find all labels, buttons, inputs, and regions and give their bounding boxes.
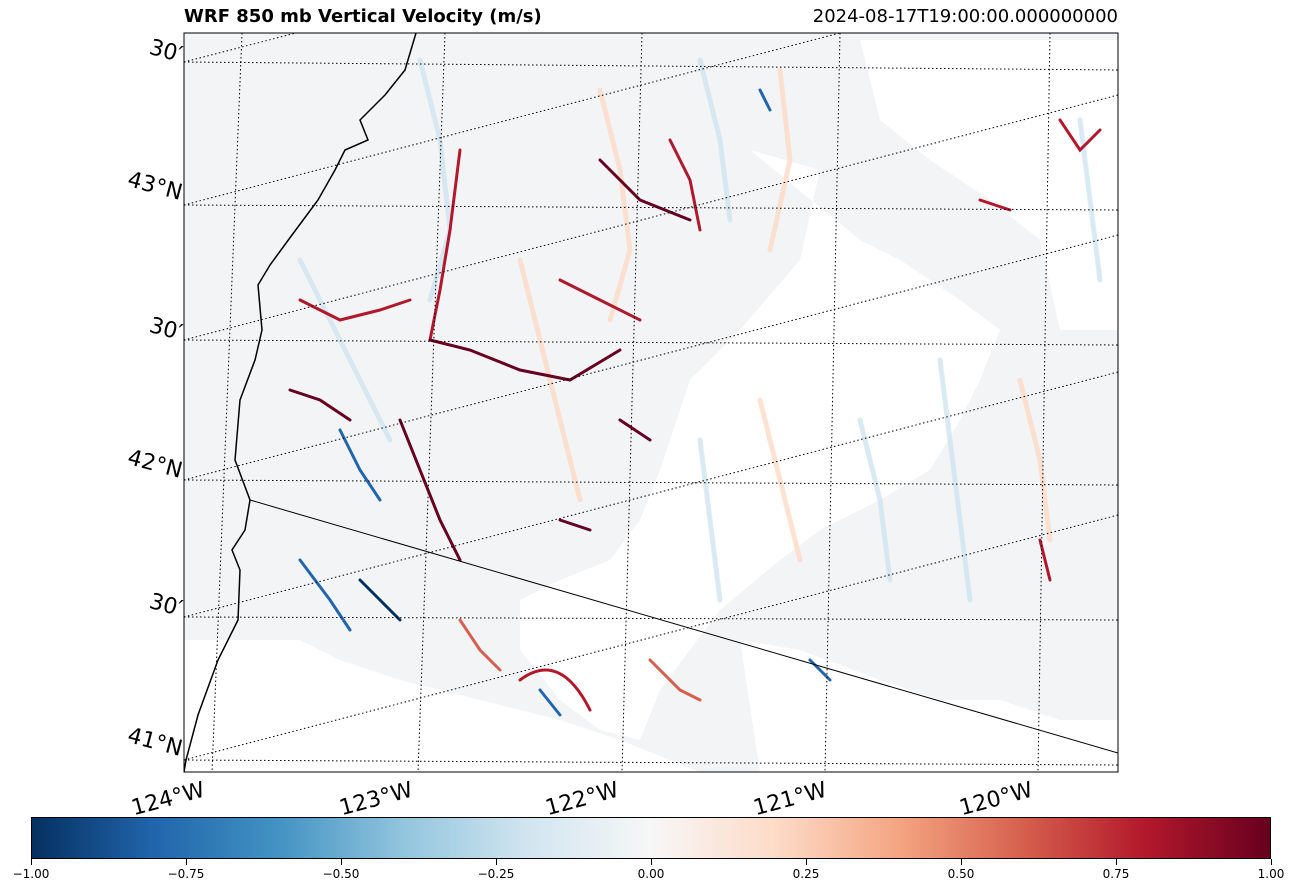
colorbar-tick	[650, 859, 652, 865]
colorbar-tick	[805, 859, 807, 865]
longitude-labels: 124°W 123°W 122°W 121°W 120°W	[129, 778, 1036, 822]
colorbar-tick	[185, 859, 187, 865]
colorbar-tick-label: −0.75	[167, 867, 205, 881]
lat-label: 43°N	[125, 167, 185, 206]
masked-areas	[184, 40, 1118, 772]
velocity-field-strong	[288, 88, 1102, 717]
colorbar-tick-label: −0.50	[322, 867, 360, 881]
latitude-labels: 30′ 43°N 30′ 42°N 30′ 41°N	[125, 35, 185, 762]
map-timestamp: 2024-08-17T19:00:00.000000000	[812, 6, 1118, 27]
colorbar-tick-label: −1.00	[12, 867, 50, 881]
colorbar-tick-label: 0.00	[637, 867, 665, 881]
colorbar-tick	[30, 859, 32, 865]
plot-frame	[183, 32, 1119, 773]
lat-label: 30′	[147, 589, 185, 622]
coastline	[184, 33, 417, 772]
lon-label: 123°W	[337, 778, 416, 822]
colorbar	[31, 817, 1271, 859]
colorbar-tick-label: 0.25	[792, 867, 820, 881]
map-title: WRF 850 mb Vertical Velocity (m/s)	[184, 6, 542, 27]
colorbar-tick	[1270, 859, 1272, 865]
lon-label: 121°W	[751, 778, 830, 822]
colorbar-tick	[340, 859, 342, 865]
lon-label: 120°W	[957, 778, 1036, 822]
lat-label: 41°N	[125, 723, 185, 762]
lon-label: 124°W	[129, 778, 208, 822]
latitude-gridlines-tilted	[184, 33, 1118, 761]
state-boundary	[249, 499, 1118, 754]
lon-label: 122°W	[543, 778, 622, 822]
colorbar-tick-label: 1.00	[1257, 867, 1285, 881]
colorbar-tick-label: 0.75	[1102, 867, 1130, 881]
colorbar-tick-label: 0.50	[947, 867, 975, 881]
velocity-field-light	[297, 57, 1103, 603]
colorbar-tick	[1115, 859, 1117, 865]
colorbar-tick	[960, 859, 962, 865]
lat-label: 30′	[147, 313, 185, 346]
lat-label: 30′	[147, 35, 185, 68]
colorbar-tick-label: −0.25	[477, 867, 515, 881]
colorbar-tick	[495, 859, 497, 865]
lat-label: 42°N	[125, 445, 185, 484]
longitude-gridlines	[211, 33, 1051, 772]
